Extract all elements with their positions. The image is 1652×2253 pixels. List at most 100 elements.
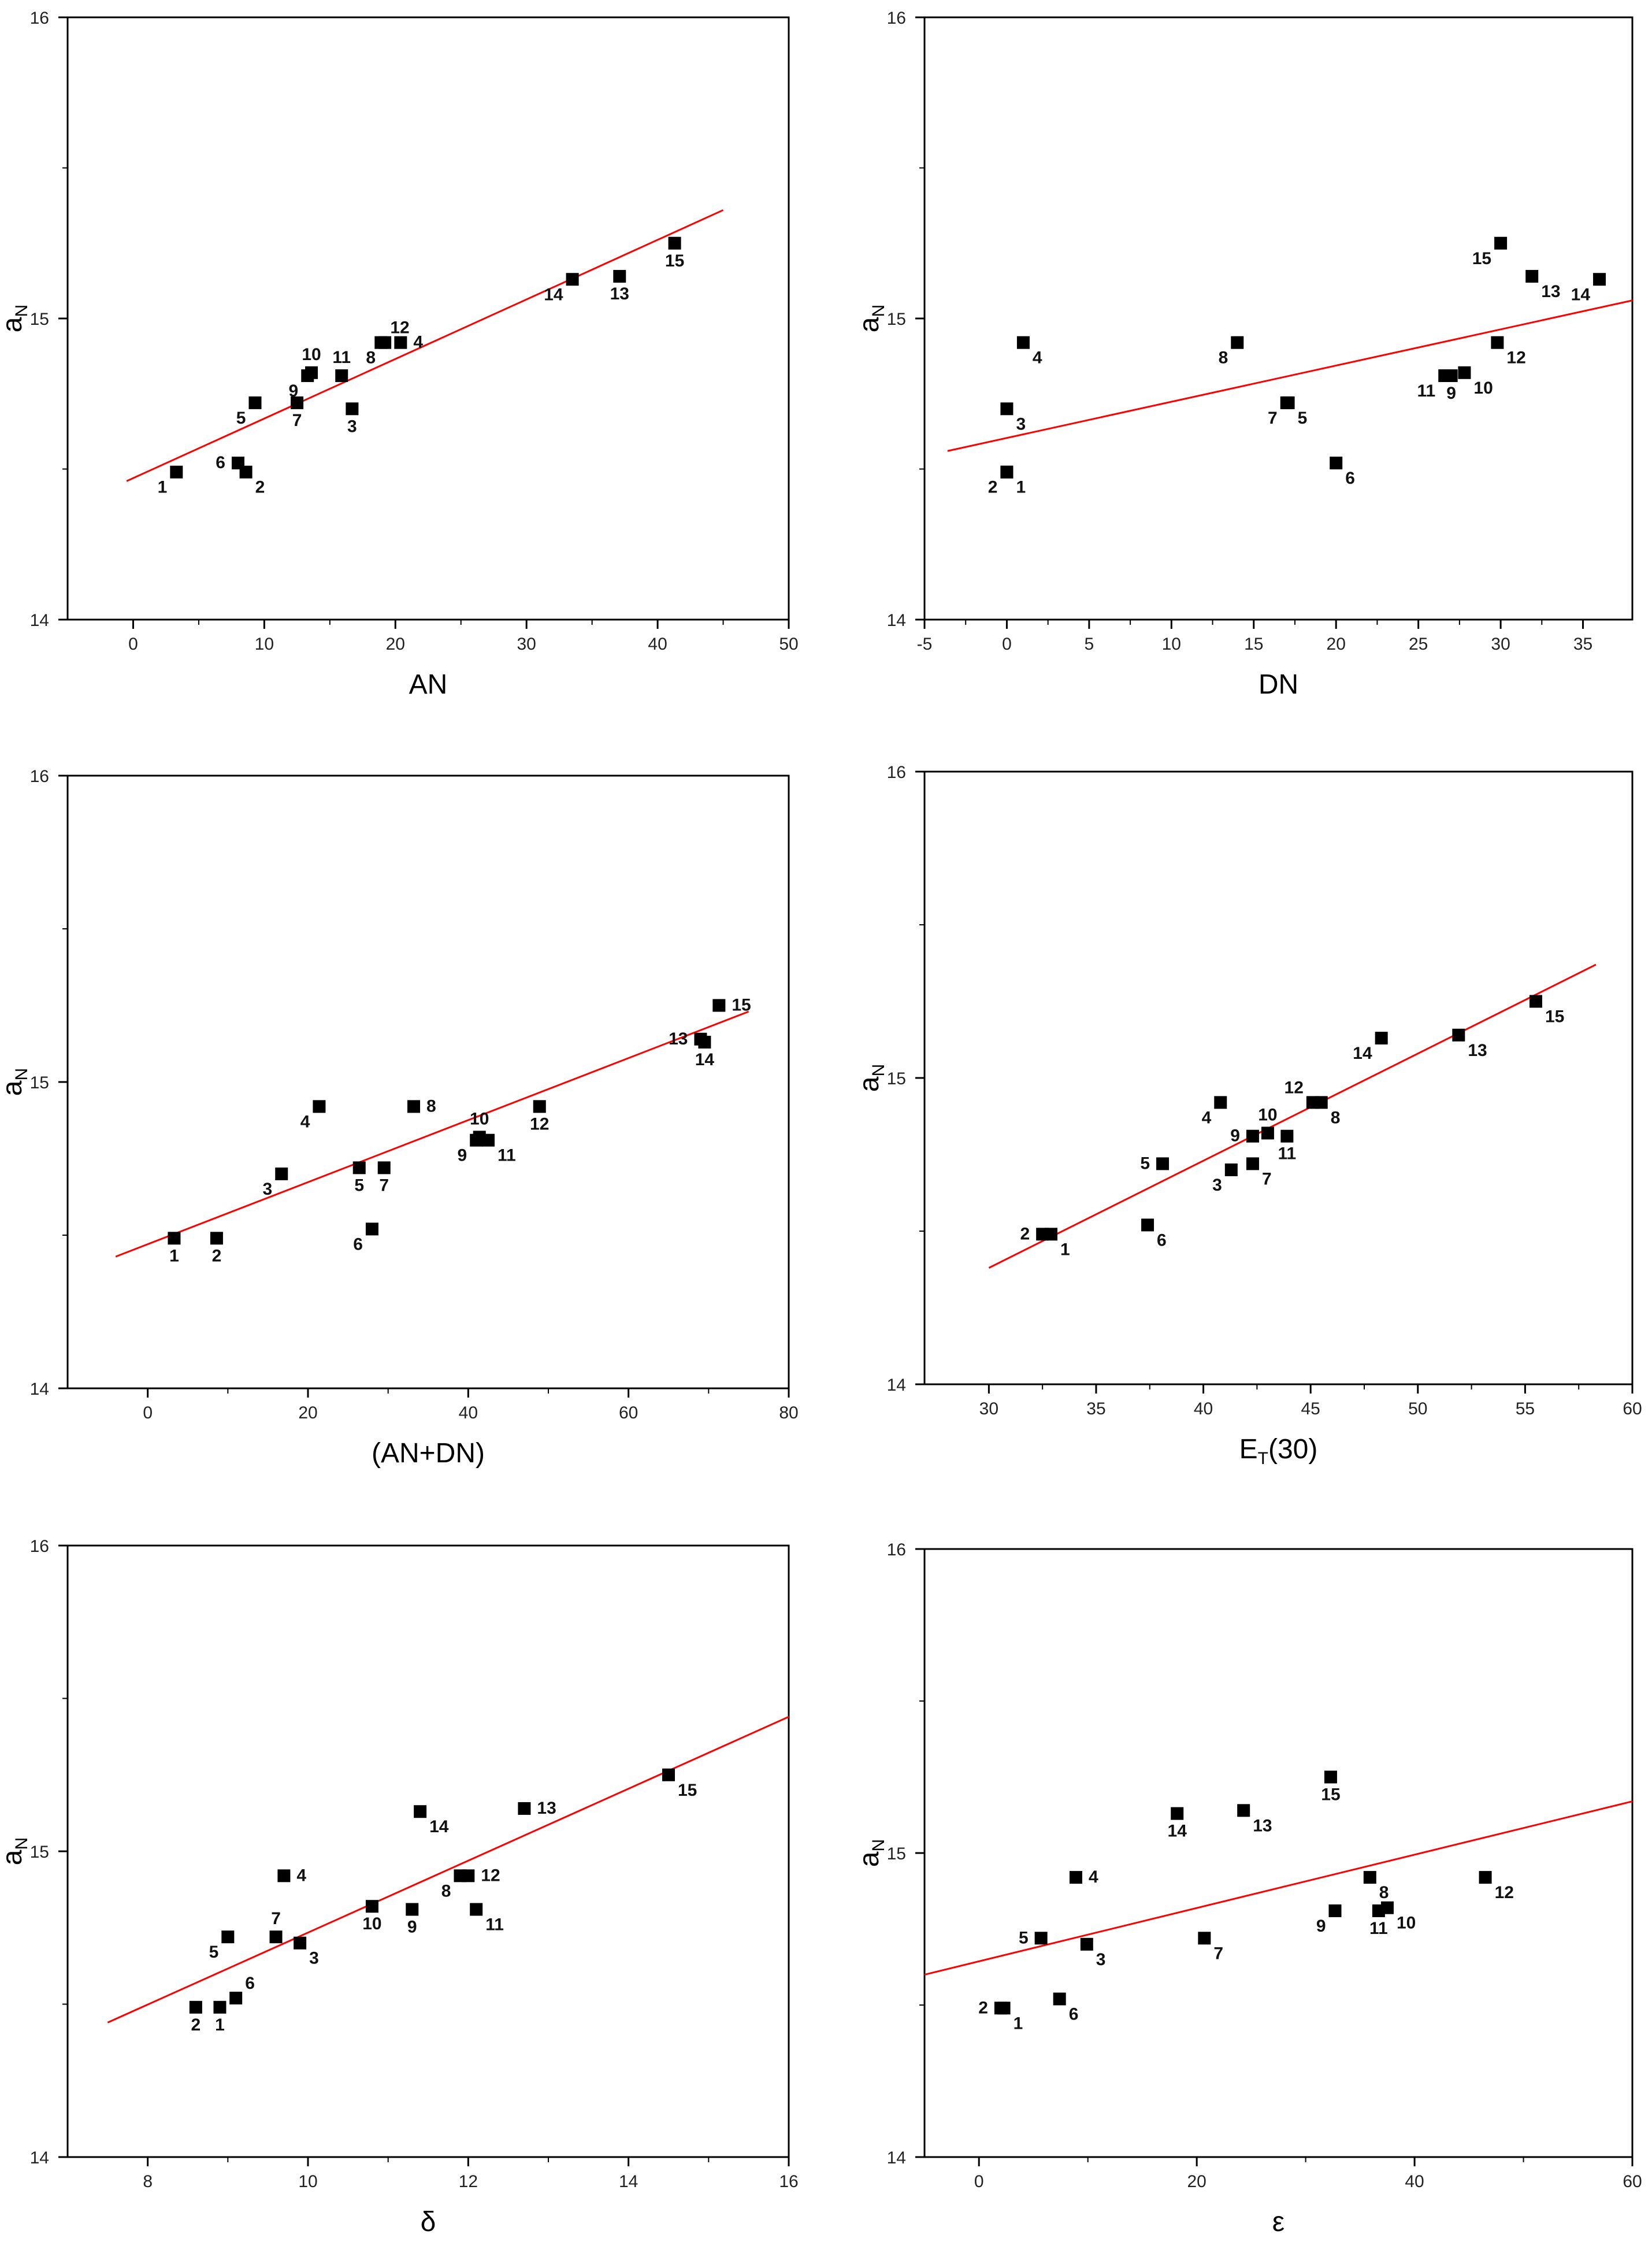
data-point — [346, 402, 359, 416]
point-label: 13 — [1541, 282, 1560, 301]
data-point — [1280, 1129, 1294, 1143]
y-tick-label: 16 — [30, 1537, 49, 1556]
data-point — [613, 270, 626, 283]
data-point — [170, 465, 183, 479]
point-label: 9 — [407, 1918, 417, 1937]
y-axis-label: aN — [854, 1064, 888, 1092]
data-point — [1053, 1992, 1066, 2006]
point-label: 3 — [347, 417, 357, 436]
x-tick-label: 35 — [1573, 635, 1592, 654]
x-tick-label: 5 — [1085, 635, 1094, 654]
point-label: 7 — [379, 1176, 389, 1195]
data-point — [1034, 1932, 1048, 1945]
point-label: 8 — [1331, 1108, 1341, 1127]
point-label: 1 — [169, 1246, 179, 1265]
point-label: 6 — [1345, 469, 1355, 488]
data-point — [1372, 1904, 1385, 1917]
point-label: 1 — [1014, 2014, 1023, 2033]
data-point — [1330, 457, 1343, 470]
data-point — [213, 2000, 227, 2014]
data-point — [1000, 402, 1014, 416]
data-point — [269, 1930, 283, 1944]
point-label: 7 — [1213, 1944, 1223, 1963]
point-label: 11 — [1369, 1919, 1388, 1938]
x-tick-label: 16 — [779, 2172, 798, 2191]
point-label: 1 — [1016, 478, 1026, 497]
plot-frame — [923, 770, 1634, 1385]
point-label: 5 — [354, 1176, 364, 1195]
point-label: 1 — [1060, 1240, 1070, 1259]
point-label: 10 — [1258, 1105, 1277, 1124]
data-point — [1306, 1096, 1319, 1109]
point-label: 13 — [537, 1799, 556, 1818]
point-label: 10 — [362, 1914, 381, 1933]
data-point — [352, 1161, 366, 1174]
y-axis-label: aN — [0, 1068, 31, 1096]
y-tick-label: 15 — [30, 1073, 49, 1092]
x-tick-label: 35 — [1086, 1399, 1105, 1418]
data-point — [377, 1161, 391, 1174]
point-label: 6 — [245, 1974, 255, 1993]
data-point — [1593, 273, 1606, 286]
point-label: 3 — [263, 1180, 273, 1199]
data-point — [1494, 236, 1508, 250]
data-point — [229, 1991, 243, 2004]
data-point — [1246, 1129, 1259, 1143]
x-tick-label: 8 — [143, 2172, 153, 2191]
point-label: 4 — [296, 1866, 306, 1885]
x-tick-label: 60 — [619, 1403, 638, 1422]
y-tick-label: 15 — [30, 310, 49, 329]
y-axis-label: aN — [0, 1837, 31, 1865]
point-label: 12 — [1495, 1883, 1514, 1902]
x-axis-label: δ — [421, 2207, 436, 2237]
data-point — [1224, 1163, 1238, 1176]
point-label: 14 — [1353, 1044, 1372, 1063]
point-label: 1 — [215, 2015, 225, 2035]
x-tick-label: 0 — [143, 1403, 153, 1422]
data-point — [1452, 1028, 1465, 1042]
x-tick-label: 12 — [459, 2172, 478, 2191]
fit-line — [924, 1800, 1633, 1976]
point-label: 15 — [1545, 1007, 1564, 1027]
data-point — [291, 396, 304, 409]
y-tick-label: 15 — [887, 1844, 906, 1863]
point-label: 8 — [366, 349, 376, 368]
data-point — [518, 1802, 531, 1815]
data-point — [1156, 1157, 1170, 1170]
x-tick-label: 80 — [779, 1403, 798, 1422]
point-label: 2 — [191, 2015, 201, 2035]
x-tick-label: 0 — [974, 2172, 984, 2191]
data-point — [365, 1222, 378, 1236]
point-label: 15 — [665, 251, 684, 270]
x-tick-label: 60 — [1623, 2172, 1642, 2191]
data-point — [1036, 1228, 1049, 1241]
x-tick-label: 40 — [1194, 1399, 1213, 1418]
point-label: 9 — [1446, 384, 1456, 403]
x-tick-label: 25 — [1409, 635, 1428, 654]
x-tick-label: 10 — [255, 635, 274, 654]
y-tick-label: 14 — [887, 611, 906, 630]
data-point — [698, 1036, 711, 1049]
point-label: 8 — [1219, 349, 1228, 368]
data-point — [1525, 270, 1539, 283]
x-tick-label: 0 — [128, 635, 138, 654]
x-tick-label: 20 — [386, 635, 405, 654]
point-label: 12 — [530, 1114, 549, 1133]
plot-frame — [923, 1548, 1634, 2158]
data-point — [277, 1869, 291, 1883]
x-tick-label: 10 — [298, 2172, 317, 2191]
data-point — [1280, 396, 1293, 409]
point-label: 12 — [1506, 349, 1525, 368]
point-label: 12 — [1285, 1078, 1304, 1097]
data-point — [1080, 1937, 1093, 1951]
point-label: 11 — [498, 1146, 516, 1165]
point-label: 14 — [695, 1050, 715, 1069]
point-label: 4 — [1033, 349, 1042, 368]
point-label: 9 — [458, 1146, 467, 1165]
point-label: 12 — [481, 1866, 500, 1885]
x-tick-label: 40 — [459, 1403, 478, 1422]
point-label: 14 — [429, 1817, 449, 1836]
point-label: 5 — [1019, 1928, 1029, 1947]
x-axis-label: ε — [1272, 2207, 1285, 2237]
x-axis-label: (AN+DN) — [372, 1438, 485, 1469]
